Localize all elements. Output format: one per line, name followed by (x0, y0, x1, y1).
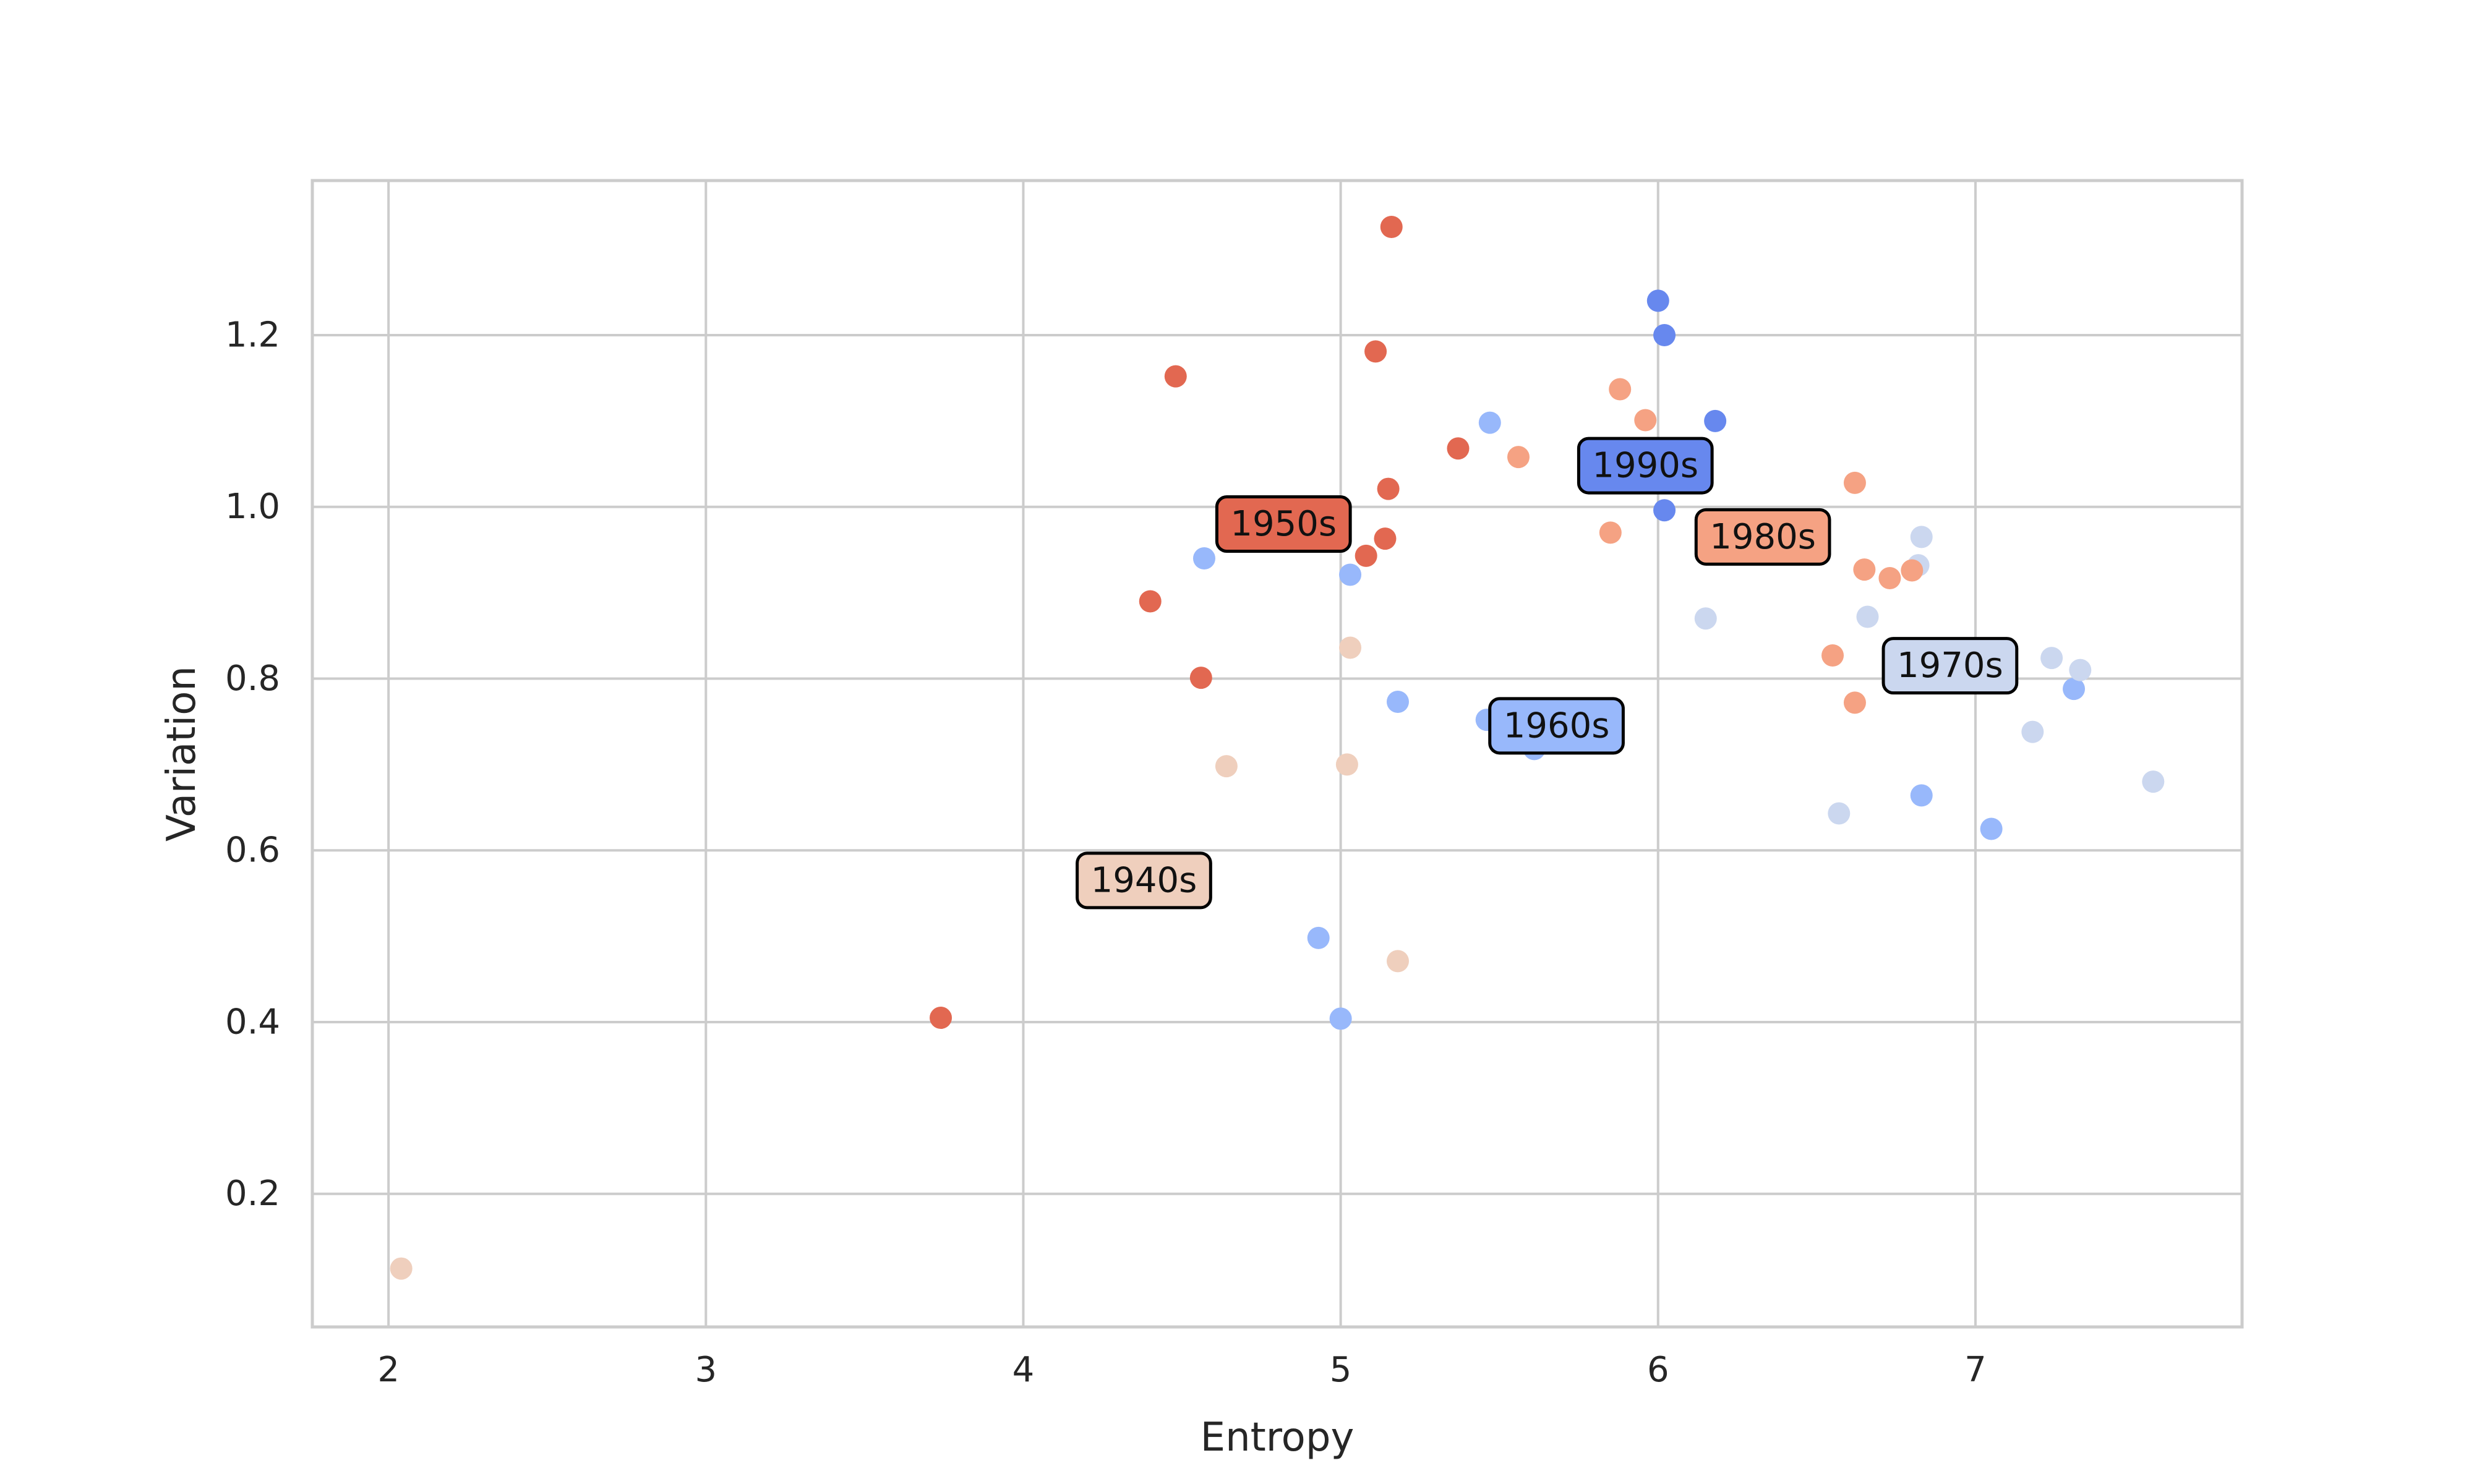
point-1960s-0 (1192, 547, 1215, 570)
x-tick-label-5: 5 (1330, 1350, 1352, 1390)
point-1940s-4 (1387, 950, 1409, 973)
point-1940s-0 (390, 1257, 413, 1280)
point-1990s-1 (1653, 323, 1676, 346)
cluster-label-1950s: 1950s (1215, 495, 1352, 553)
cluster-label-text-1940s: 1940s (1091, 860, 1197, 900)
point-1990s-3 (1704, 409, 1727, 432)
cluster-label-1990s: 1990s (1577, 437, 1714, 495)
y-tick-label-1-2: 1.2 (225, 315, 280, 355)
x-tick-label-7: 7 (1964, 1350, 1987, 1390)
point-1990s-0 (1646, 289, 1669, 312)
point-1950s-9 (1447, 437, 1470, 460)
point-1960s-6 (1478, 411, 1501, 434)
point-1950s-1 (1139, 590, 1162, 613)
point-1950s-2 (1164, 365, 1187, 388)
point-1980s-5 (1843, 691, 1866, 714)
point-1960s-8 (1910, 784, 1933, 807)
point-1960s-2 (1329, 1007, 1352, 1030)
cluster-label-1970s: 1970s (1881, 637, 2019, 695)
x-tick-label-6: 6 (1647, 1350, 1669, 1390)
point-1970s-6 (2040, 647, 2063, 670)
cluster-label-1940s: 1940s (1076, 851, 1212, 910)
point-1970s-0 (1694, 607, 1717, 630)
point-1940s-1 (1215, 755, 1238, 778)
x-tick-label-3: 3 (695, 1350, 717, 1390)
point-1980s-7 (1853, 558, 1876, 581)
y-tick-label-0-2: 0.2 (225, 1174, 280, 1214)
point-1950s-4 (1355, 544, 1377, 567)
point-1980s-2 (1609, 378, 1632, 401)
y-tick-labels: 0.2 0.4 0.6 0.8 1.0 1.2 (225, 315, 280, 1214)
point-1960s-9 (1980, 817, 2003, 840)
cluster-label-box-1980s (1694, 508, 1831, 566)
point-1940s-2 (1335, 753, 1358, 776)
point-1970s-7 (2069, 659, 2092, 681)
point-1960s-1 (1307, 926, 1330, 949)
y-tick-label-0-4: 0.4 (225, 1002, 280, 1042)
point-1950s-3 (1189, 667, 1212, 689)
point-1950s-6 (1374, 527, 1397, 550)
y-tick-label-1-0: 1.0 (225, 487, 280, 527)
point-1980s-6 (1843, 471, 1866, 494)
point-1970s-4 (1910, 526, 1933, 548)
y-axis-label: Variation (159, 666, 205, 842)
cluster-label-text-1990s: 1990s (1592, 446, 1698, 486)
cluster-labels: 1940s 1950s 1960s 1970s 1980s 1990s (1076, 437, 2019, 910)
point-1950s-7 (1377, 477, 1400, 500)
cluster-label-text-1970s: 1970s (1897, 646, 2003, 686)
point-1980s-9 (1901, 559, 1924, 582)
cluster-label-box-1990s (1577, 437, 1714, 495)
cluster-label-box-1940s (1076, 851, 1212, 910)
point-1980s-4 (1821, 644, 1844, 667)
cluster-label-1960s: 1960s (1488, 697, 1625, 755)
point-1950s-0 (930, 1007, 952, 1030)
point-1960s-3 (1339, 563, 1362, 586)
point-1950s-8 (1380, 215, 1403, 238)
x-tick-label-2: 2 (377, 1350, 400, 1390)
cluster-label-box-1970s (1881, 637, 2019, 695)
point-1970s-5 (2021, 720, 2044, 743)
point-1990s-2 (1653, 499, 1676, 522)
cluster-label-box-1950s (1215, 495, 1352, 553)
cluster-label-text-1980s: 1980s (1710, 517, 1816, 557)
point-1980s-3 (1634, 409, 1657, 432)
cluster-label-text-1960s: 1960s (1504, 706, 1610, 746)
cluster-label-1980s: 1980s (1694, 508, 1831, 566)
x-tick-label-4: 4 (1012, 1350, 1035, 1390)
y-tick-label-0-6: 0.6 (225, 830, 280, 871)
plot-frame (310, 179, 2244, 1329)
point-1970s-2 (1856, 605, 1879, 628)
point-1970s-8 (2142, 770, 2165, 793)
point-1940s-3 (1339, 636, 1362, 659)
cluster-label-text-1950s: 1950s (1230, 504, 1337, 544)
point-1970s-1 (1828, 802, 1851, 825)
point-1960s-4 (1387, 690, 1409, 713)
point-1960s-10 (2063, 678, 2086, 701)
y-tick-label-0-8: 0.8 (225, 659, 280, 699)
point-1980s-8 (1878, 566, 1901, 589)
point-1980s-1 (1599, 521, 1622, 544)
x-axis-label: Entropy (1201, 1415, 1355, 1461)
x-tick-labels: 2 3 4 5 6 7 (377, 1350, 1986, 1390)
point-1980s-0 (1507, 446, 1530, 469)
point-1950s-5 (1364, 340, 1387, 363)
cluster-label-box-1960s (1488, 697, 1625, 755)
